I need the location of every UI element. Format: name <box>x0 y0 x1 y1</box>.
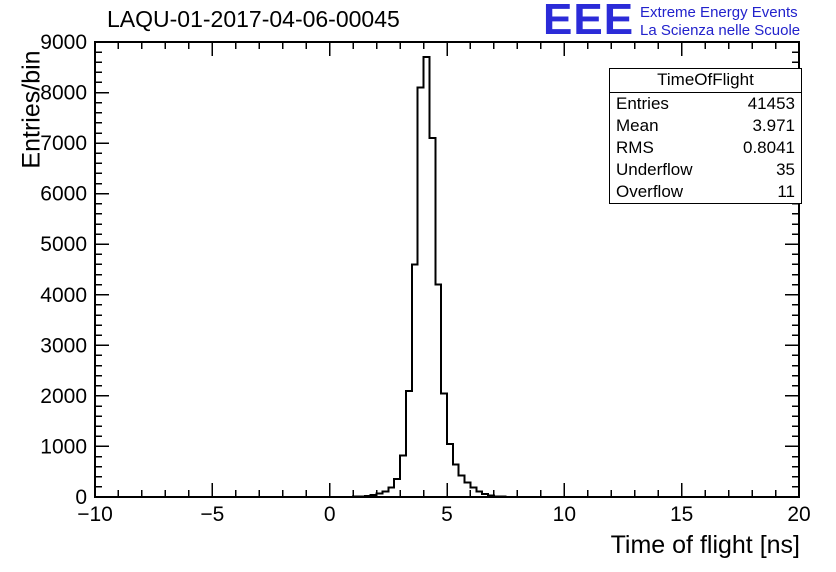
stats-box: TimeOfFlight Entries 41453 Mean 3.971 RM… <box>609 68 802 204</box>
x-tick-label: 0 <box>324 503 336 526</box>
stats-value: 3.971 <box>752 116 795 135</box>
stats-row-underflow: Underflow 35 <box>610 159 801 181</box>
eee-logo: EEE Extreme Energy Events La Scienza nel… <box>543 0 800 44</box>
stats-row-mean: Mean 3.971 <box>610 115 801 137</box>
stats-row-overflow: Overflow 11 <box>610 181 801 203</box>
x-axis-title: Time of flight [ns] <box>610 531 800 559</box>
eee-logo-line2: La Scienza nelle Scuole <box>640 22 801 39</box>
histogram-step-line <box>95 56 799 498</box>
y-tick-label: 9000 <box>40 31 87 54</box>
stats-value: 35 <box>776 160 795 179</box>
y-tick-label: 7000 <box>40 132 87 155</box>
x-tick-label: 5 <box>441 503 453 526</box>
stats-label: Entries <box>616 94 669 113</box>
stats-row-rms: RMS 0.8041 <box>610 137 801 159</box>
y-tick-label: 1000 <box>40 435 87 458</box>
stats-value: 0.8041 <box>743 138 795 157</box>
eee-logo-text: Extreme Energy Events La Scienza nelle S… <box>640 4 800 40</box>
stats-label: RMS <box>616 138 654 157</box>
stats-box-title: TimeOfFlight <box>610 69 801 93</box>
y-axis-title: Entries/bin <box>17 50 46 169</box>
x-tick-label: 10 <box>553 503 576 526</box>
x-tick-label: −5 <box>200 503 224 526</box>
stats-value: 41453 <box>747 94 795 113</box>
y-tick-label: 4000 <box>40 284 87 307</box>
y-tick-label: 8000 <box>40 82 87 105</box>
x-tick-label: 20 <box>787 503 810 526</box>
y-tick-label: 5000 <box>40 233 87 256</box>
y-tick-label: 2000 <box>40 385 87 408</box>
stats-label: Underflow <box>616 160 693 179</box>
y-tick-label: 0 <box>75 486 87 509</box>
stats-label: Mean <box>616 116 659 135</box>
eee-logo-line1: Extreme Energy Events <box>640 4 798 21</box>
eee-logo-letters: EEE <box>543 0 635 44</box>
x-tick-label: 15 <box>670 503 693 526</box>
stats-row-entries: Entries 41453 <box>610 93 801 115</box>
x-tick-label: −10 <box>77 503 113 526</box>
plot-title: LAQU-01-2017-04-06-00045 <box>107 6 400 32</box>
stats-value: 11 <box>777 182 795 201</box>
y-tick-label: 6000 <box>40 183 87 206</box>
stats-label: Overflow <box>616 182 684 201</box>
y-tick-label: 3000 <box>40 334 87 357</box>
